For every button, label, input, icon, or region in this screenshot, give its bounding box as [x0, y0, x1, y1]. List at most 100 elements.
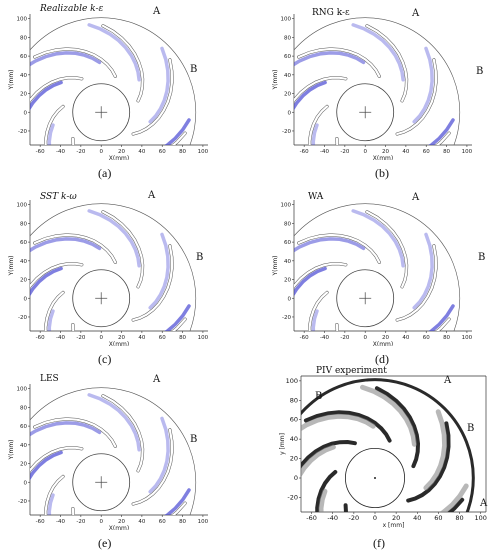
blade	[374, 386, 421, 469]
x-tick-label: -40	[56, 149, 65, 155]
clipped-content	[30, 387, 197, 515]
panel-f-plot: -60 -40 -20 0 20 40 60 80 100 100 80 60 40 20 0 -20 x [m…	[279, 375, 487, 529]
blade-inner	[33, 417, 117, 448]
panel-f-label-b2: B	[467, 423, 475, 434]
caption-a: (a)	[98, 166, 112, 180]
vortex-region	[412, 46, 434, 124]
panel-d: -60 -40 -20 0 20 40 60 80 100 100 80 60 40 20 0 -20 X(mm…	[264, 186, 494, 346]
x-tick-label: 40	[138, 519, 145, 525]
vortex-region	[428, 304, 455, 331]
x-tick-label: 100	[475, 514, 487, 522]
vortex-region	[294, 80, 327, 111]
x-axis-label: X(mm)	[109, 525, 129, 530]
plot-area: -60 -40 -20 0 20 40 60 80 100 100 80 60 40 20 0 -20 X(mm…	[272, 14, 473, 160]
y-tick-label: -20	[282, 129, 291, 135]
panel-b-title: RNG k-ε	[312, 8, 350, 18]
x-tick-label: 20	[392, 514, 400, 522]
vortex-region	[30, 51, 102, 67]
y-tick-label: 100	[17, 203, 28, 209]
plot-area: -60 -40 -20 0 20 40 60 80 100 100 80 60 40 20 0 -20 X(mm…	[272, 200, 473, 346]
panel-f-label-a2: A	[480, 498, 488, 509]
y-tick-label: 20	[20, 462, 27, 468]
caption-e: (e)	[98, 536, 112, 550]
y-axis-label: Y(mm)	[272, 255, 279, 276]
vortex-region	[47, 493, 55, 515]
blade	[315, 470, 338, 512]
panel-c-label-b: B	[196, 252, 204, 263]
volute-outline	[30, 17, 197, 145]
clipped-content	[30, 203, 197, 331]
x-tick-label: 0	[99, 519, 103, 525]
vortex-region	[87, 393, 141, 452]
vortex-region	[47, 309, 55, 331]
y-tick-label: 80	[20, 221, 27, 227]
y-tick-label: -20	[18, 315, 27, 321]
y-tick-label: 40	[290, 435, 298, 443]
vortex-region	[87, 23, 141, 82]
blade-inner	[44, 291, 65, 331]
x-tick-label: 80	[455, 514, 463, 522]
x-tick-label: -60	[300, 335, 309, 341]
x-tick-label: 40	[402, 149, 409, 155]
x-tick-label: 20	[382, 335, 389, 341]
vortex-region	[294, 266, 327, 297]
volute-outline	[301, 378, 475, 512]
vortex-region	[311, 123, 319, 145]
vortex-region	[351, 209, 405, 268]
x-tick-label: 100	[198, 149, 209, 155]
x-tick-label: -20	[340, 149, 349, 155]
hub-center-dot	[374, 477, 376, 479]
vortex-region	[148, 232, 170, 310]
x-tick-label: -20	[349, 514, 360, 522]
y-tick-label: 100	[17, 17, 28, 23]
x-tick-label: 40	[413, 514, 421, 522]
x-tick-label: 60	[159, 149, 166, 155]
vortex-region	[428, 118, 455, 145]
vortex-region	[30, 266, 63, 297]
x-tick-label: 100	[198, 519, 209, 525]
y-axis-label: Y(mm)	[8, 69, 15, 90]
x-tick-label: -60	[306, 514, 317, 522]
blade-inner	[308, 291, 329, 331]
vortex-region	[30, 237, 102, 253]
blade	[303, 410, 392, 443]
panel-e-plot: -60 -40 -20 0 20 40 60 80 100 100 80 60 40 20 0 -20 X(mm…	[8, 384, 209, 530]
y-tick-label: 60	[284, 54, 291, 60]
y-tick-label: 20	[290, 455, 298, 463]
volute-outline	[294, 203, 461, 331]
x-tick-label: 20	[382, 149, 389, 155]
vortex-region	[318, 488, 328, 512]
blade-inner	[297, 47, 381, 78]
blade-inner	[33, 47, 117, 78]
y-tick-label: 60	[20, 240, 27, 246]
y-tick-label: 0	[24, 296, 28, 302]
vortex-region	[301, 413, 376, 432]
y-tick-label: 60	[20, 54, 27, 60]
x-tick-label: 80	[179, 519, 186, 525]
vortex-region	[148, 416, 170, 494]
vortex-region	[87, 209, 141, 268]
plot-area: -60 -40 -20 0 20 40 60 80 100 100 80 60 40 20 0 -20 X(mm…	[8, 384, 209, 530]
vortex-region	[30, 421, 102, 437]
y-tick-label: 0	[288, 296, 292, 302]
panel-c-title: SST k-ω	[40, 192, 77, 202]
x-tick-label: -60	[300, 149, 309, 155]
clipped-content	[301, 378, 475, 512]
panel-b-plot: -60 -40 -20 0 20 40 60 80 100 100 80 60 40 20 0 -20 X(mm…	[272, 14, 473, 160]
y-tick-label: 40	[20, 73, 27, 79]
vortex-region	[294, 51, 366, 67]
x-tick-label: -40	[320, 149, 329, 155]
panel-c: -60 -40 -20 0 20 40 60 80 100 100 80 60 40 20 0 -20 X(mm…	[0, 186, 230, 346]
blade-inner	[132, 58, 174, 136]
x-tick-label: -20	[340, 335, 349, 341]
y-tick-label: 40	[20, 443, 27, 449]
x-tick-label: 0	[99, 149, 103, 155]
y-axis-label: y [mm]	[279, 433, 286, 455]
plot-area: -60 -40 -20 0 20 40 60 80 100 100 80 60 40 20 0 -20 X(mm…	[8, 14, 209, 160]
panel-f: -60 -40 -20 0 20 40 60 80 100 100 80 60 40 20 0 -20 x [m…	[264, 364, 494, 529]
x-tick-label: -60	[36, 335, 45, 341]
x-axis-label: X(mm)	[109, 155, 129, 160]
panel-d-label-b: B	[478, 252, 486, 263]
x-tick-label: 0	[99, 335, 103, 341]
blade-inner	[101, 210, 144, 288]
